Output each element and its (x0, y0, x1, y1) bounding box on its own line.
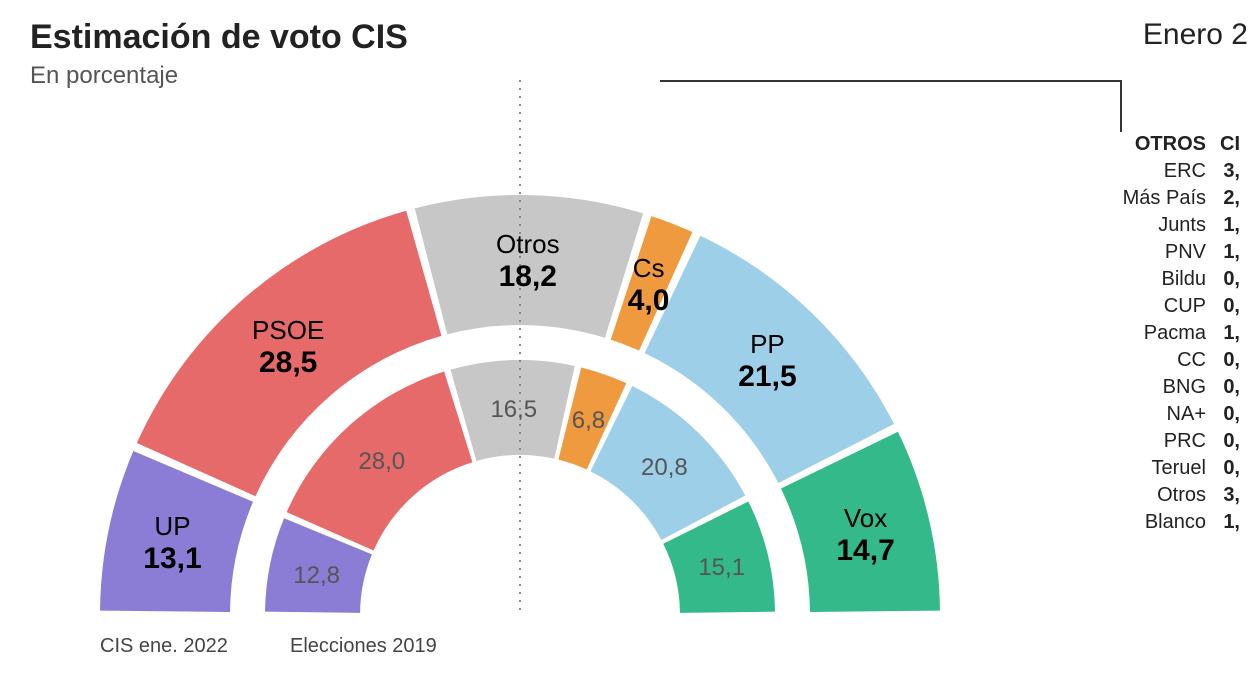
otros-table-row: Más País2, (1117, 186, 1246, 211)
inner-ring-label-vox: 15,1 (662, 554, 782, 582)
otros-table-row: Junts1, (1117, 213, 1246, 238)
inner-ring-label-pp: 20,8 (604, 454, 724, 482)
otros-table-row: CUP0, (1117, 294, 1246, 319)
outer-ring-label-pp: PP21,5 (707, 330, 827, 394)
inner-ring-label-up: 12,8 (257, 562, 377, 590)
otros-table-row: BNG0, (1117, 375, 1246, 400)
otros-breakdown-table: OTROSCIERC3,Más País2,Junts1,PNV1,Bildu0… (1115, 130, 1248, 537)
otros-table-row: CC0, (1117, 348, 1246, 373)
otros-table-row: Teruel0, (1117, 456, 1246, 481)
otros-table-row: PNV1, (1117, 240, 1246, 265)
outer-ring-source: CIS ene. 2022 (100, 635, 228, 658)
otros-table-row: PRC0, (1117, 429, 1246, 454)
otros-table-row: Bildu0, (1117, 267, 1246, 292)
inner-ring-source: Elecciones 2019 (290, 635, 437, 658)
outer-ring-label-otros: Otros18,2 (468, 230, 588, 294)
outer-ring-label-vox: Vox14,7 (806, 504, 926, 568)
otros-table-row: ERC3, (1117, 159, 1246, 184)
otros-table-row: Blanco1, (1117, 510, 1246, 535)
outer-ring-label-cs: Cs4,0 (589, 254, 709, 318)
outer-ring-label-up: UP13,1 (112, 512, 232, 576)
otros-bracket (660, 80, 1122, 132)
outer-ring-label-psoe: PSOE28,5 (228, 316, 348, 380)
inner-ring-label-psoe: 28,0 (322, 448, 442, 476)
otros-table-row: Otros3, (1117, 483, 1246, 508)
otros-table-row: Pacma1, (1117, 321, 1246, 346)
inner-ring-label-cs: 6,8 (528, 407, 648, 435)
otros-table-header: OTROSCI (1117, 132, 1246, 157)
otros-table-row: NA+0, (1117, 402, 1246, 427)
